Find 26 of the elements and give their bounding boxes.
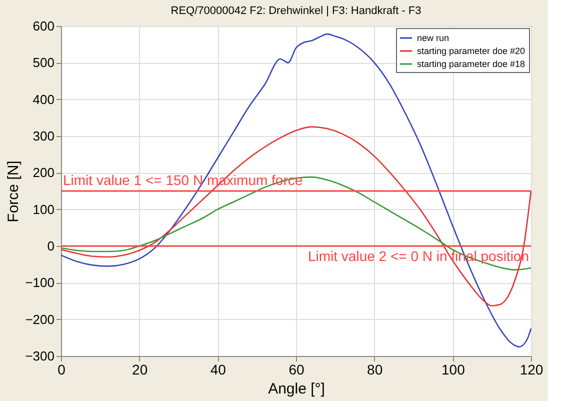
- x-tick-label: 80: [367, 362, 383, 378]
- y-tick-label: 600: [32, 18, 54, 34]
- y-axis-title: Force [N]: [5, 160, 22, 222]
- x-tick-label: 20: [132, 362, 148, 378]
- y-tick-label: 0: [47, 238, 54, 254]
- y-tick-label: −300: [25, 348, 54, 364]
- line-series: [60, 33, 532, 348]
- y-tick-label: 400: [32, 92, 54, 107]
- y-tick-label: 500: [32, 55, 54, 70]
- y-tick-label: 300: [32, 128, 54, 144]
- x-tick-label: 100: [441, 362, 466, 378]
- y-tick-label: −200: [25, 312, 54, 327]
- x-tick-label: 0: [58, 362, 66, 378]
- x-tick-label: 40: [210, 362, 226, 378]
- line-series: [60, 176, 532, 270]
- y-tick-label: 100: [32, 202, 54, 217]
- y-tick-label: −100: [25, 275, 54, 290]
- legend-label: starting parameter doe #20: [417, 46, 526, 56]
- legend-label: new run: [417, 33, 450, 43]
- x-tick-label: 120: [520, 362, 544, 378]
- chart-title: REQ/70000042 F2: Drehwinkel | F3: Handkraft - F3: [170, 5, 422, 17]
- y-tick-label: 200: [32, 165, 54, 180]
- x-axis-title: Angle [°]: [268, 380, 325, 398]
- line-series: [60, 126, 532, 306]
- x-tick-label: 60: [288, 362, 304, 378]
- legend-label: starting parameter doe #18: [417, 59, 526, 69]
